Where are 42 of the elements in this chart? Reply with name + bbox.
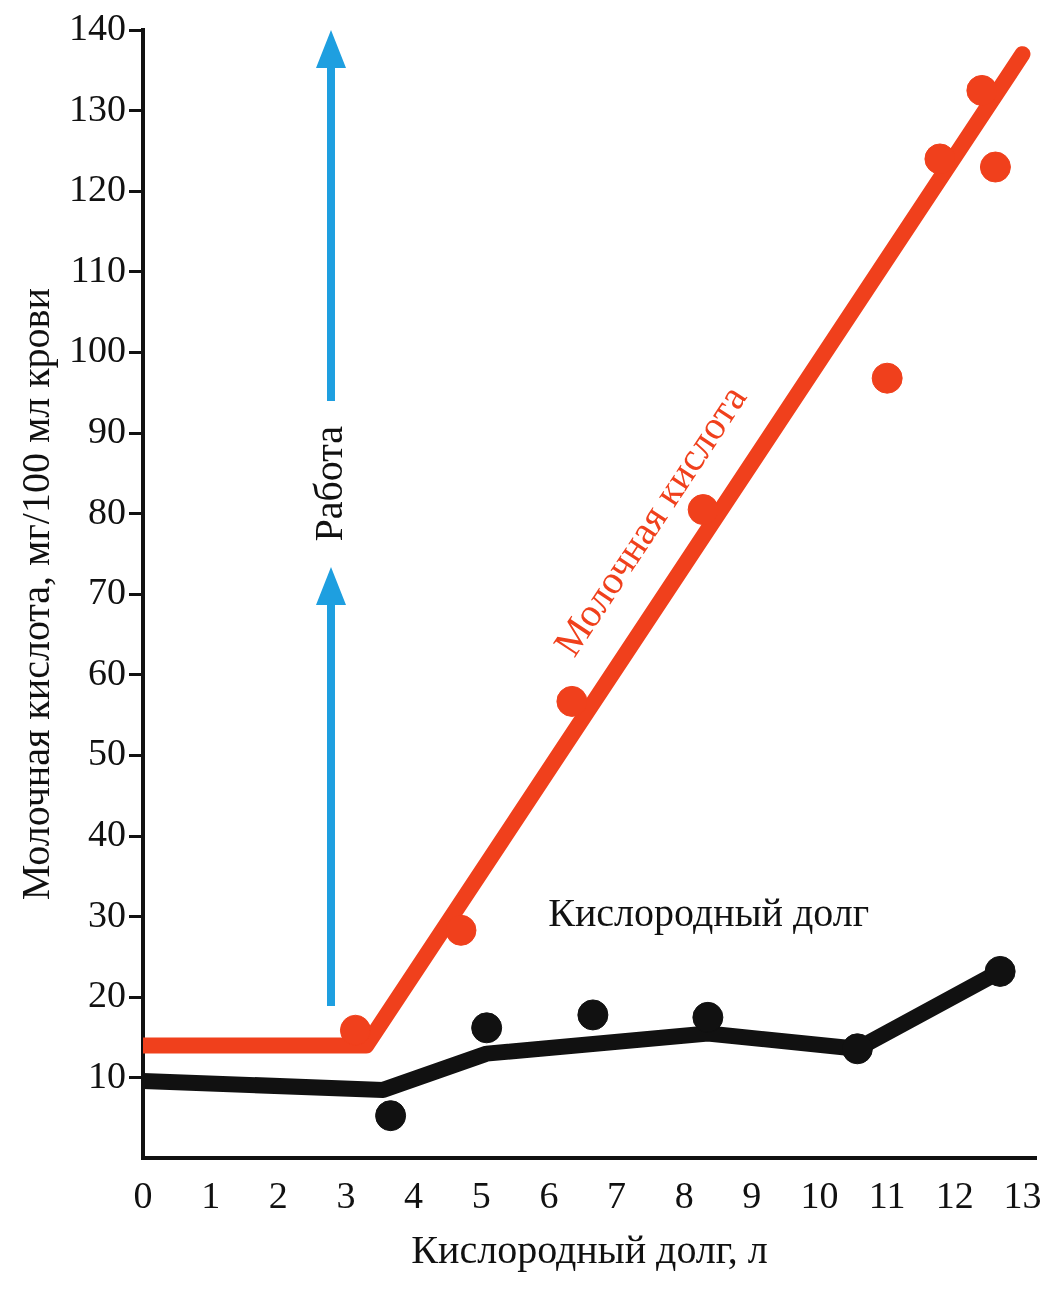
x-tick-label: 1 [201,1174,221,1217]
y-tick-label: 30 [88,892,126,935]
annotation: Работа [305,425,351,542]
y-tick-label: 90 [88,408,126,451]
y-tick-label: 40 [88,811,126,854]
y-tick-label: 140 [69,5,126,48]
text: Кислородный долг [548,890,870,936]
y-tick-label: 10 [88,1053,126,1096]
point [577,999,609,1031]
x-tick-label: 7 [607,1174,627,1217]
x-tick-label: 11 [868,1174,906,1217]
y-tick-label: 110 [70,247,126,290]
y-tick-label: 60 [88,650,126,693]
y-tick-label: 120 [69,167,126,210]
y-tick-label: 80 [88,489,126,532]
point [966,74,998,106]
x-tick-label: 8 [674,1174,694,1217]
y-axis-title: Молочная кислота, мг/100 мл крови [12,288,58,901]
point [375,1100,407,1132]
x-tick-label: 10 [800,1174,839,1217]
x-tick-label: 0 [133,1174,153,1217]
point [445,914,477,946]
point [984,955,1016,987]
x-tick-label: 9 [742,1174,762,1217]
x-tick-label: 2 [268,1174,288,1217]
point [871,362,903,394]
point [471,1012,503,1044]
y-tick-label: 100 [69,328,126,371]
y-tick-label: 130 [69,86,126,129]
point [841,1033,873,1065]
x-tick-label: 5 [471,1174,491,1217]
x-tick-label: 12 [935,1174,974,1217]
x-tick-label: 13 [1003,1174,1042,1217]
x-tick-label: 3 [336,1174,356,1217]
y-tick-label: 70 [88,570,126,613]
x-tick-label: 6 [539,1174,559,1217]
x-axis-title: Кислородный долг, л [411,1226,768,1272]
x-tick-label: 4 [404,1174,424,1217]
point [979,151,1011,183]
point [556,685,588,717]
y-tick-label: 50 [88,731,126,774]
y-tick-label: 20 [88,973,126,1016]
